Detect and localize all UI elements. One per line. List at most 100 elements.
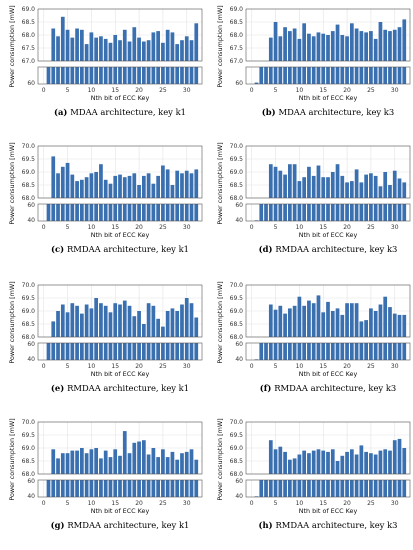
bar-lower xyxy=(165,67,170,84)
x-tick-label: 10 xyxy=(88,500,96,507)
bar xyxy=(65,312,70,337)
bar-lower xyxy=(84,343,89,360)
bar xyxy=(184,451,189,474)
bar-lower xyxy=(141,67,146,84)
bar-lower xyxy=(297,204,302,221)
bar xyxy=(307,33,311,61)
x-tick-label: 10 xyxy=(296,363,304,370)
bar-lower xyxy=(161,204,165,221)
bar xyxy=(113,449,118,474)
bar xyxy=(56,36,60,61)
bar xyxy=(345,451,349,474)
bar-lower xyxy=(80,343,84,360)
bar xyxy=(388,307,392,337)
bar-lower xyxy=(122,67,127,84)
bar-lower xyxy=(378,67,383,84)
bar-lower xyxy=(354,343,359,360)
bar-lower xyxy=(189,67,194,84)
y-tick-label: 40 xyxy=(27,493,35,500)
x-tick-label: 30 xyxy=(183,87,191,94)
x-tick-label: 30 xyxy=(183,500,191,507)
bar xyxy=(146,40,151,61)
bar xyxy=(65,162,70,198)
bar xyxy=(392,170,397,198)
x-tick-label: 0 xyxy=(42,500,46,507)
bar xyxy=(321,450,326,474)
bar-lower xyxy=(283,343,287,360)
bar-lower xyxy=(264,204,268,221)
bar-lower xyxy=(75,343,79,360)
bar-lower xyxy=(75,204,79,221)
bar-lower xyxy=(397,204,402,221)
bar-lower xyxy=(46,204,51,221)
bar-lower xyxy=(194,67,199,84)
bar-lower xyxy=(402,67,407,84)
bar-lower xyxy=(259,67,264,84)
bar xyxy=(80,448,84,474)
bar-lower xyxy=(392,204,397,221)
lower-axes-frame xyxy=(245,479,411,498)
bar-lower xyxy=(397,343,402,360)
bar xyxy=(383,296,388,337)
upper-axes-frame xyxy=(37,284,203,338)
y-tick-label: 67.5 xyxy=(230,45,244,52)
bar xyxy=(311,175,316,198)
bar-lower xyxy=(345,480,349,497)
bar-lower xyxy=(89,343,94,360)
bar xyxy=(51,321,56,337)
x-tick-label: 0 xyxy=(42,224,46,231)
bar-lower xyxy=(316,67,321,84)
bar xyxy=(151,305,156,337)
bar-lower xyxy=(161,67,165,84)
bar-lower xyxy=(56,343,60,360)
bar-lower xyxy=(127,204,132,221)
bar-lower xyxy=(378,343,383,360)
caption-label: (c) xyxy=(51,244,67,254)
bar xyxy=(127,41,132,61)
bar-lower xyxy=(369,67,373,84)
bar xyxy=(316,32,321,61)
bar xyxy=(388,31,392,61)
y-tick-label: 68.0 xyxy=(22,32,36,39)
bar-lower xyxy=(51,343,56,360)
bar xyxy=(283,313,287,337)
bar xyxy=(99,164,103,198)
y-tick-label: 60 xyxy=(27,202,35,209)
x-tick-label: 5 xyxy=(274,87,278,94)
bar-lower xyxy=(283,67,287,84)
bar-lower xyxy=(335,204,340,221)
bar xyxy=(127,175,132,198)
bar-lower xyxy=(254,220,259,221)
bar-lower xyxy=(89,67,94,84)
bar xyxy=(175,311,180,337)
bar-lower xyxy=(103,480,108,497)
y-tick-label: 60 xyxy=(235,80,243,87)
bar-lower xyxy=(326,343,330,360)
bar-lower xyxy=(364,480,368,497)
bar xyxy=(292,164,297,198)
bar xyxy=(127,305,132,337)
bar-lower xyxy=(268,480,273,497)
bar xyxy=(273,166,278,198)
bar xyxy=(156,457,160,474)
bar-lower xyxy=(392,480,397,497)
y-tick-label: 68.5 xyxy=(22,182,36,189)
bar-lower xyxy=(383,480,388,497)
bar xyxy=(180,304,184,337)
x-axis-label: Nth bit of ECC Key xyxy=(91,370,150,378)
panel-caption: (c) RMDAA architecture, key k1 xyxy=(51,244,189,254)
bar-lower xyxy=(402,480,407,497)
y-tick-label: 69.0 xyxy=(230,6,244,13)
y-tick-label: 69.5 xyxy=(230,156,244,163)
caption-label: (a) xyxy=(54,107,70,117)
bar xyxy=(194,317,199,337)
y-tick-label: 69.5 xyxy=(22,156,36,163)
bar xyxy=(340,455,345,474)
bar xyxy=(161,326,165,337)
bar xyxy=(302,177,307,198)
bar-lower xyxy=(151,67,156,84)
bar-lower xyxy=(70,204,75,221)
bar xyxy=(156,31,160,61)
bar xyxy=(170,185,175,198)
bar-lower xyxy=(316,343,321,360)
